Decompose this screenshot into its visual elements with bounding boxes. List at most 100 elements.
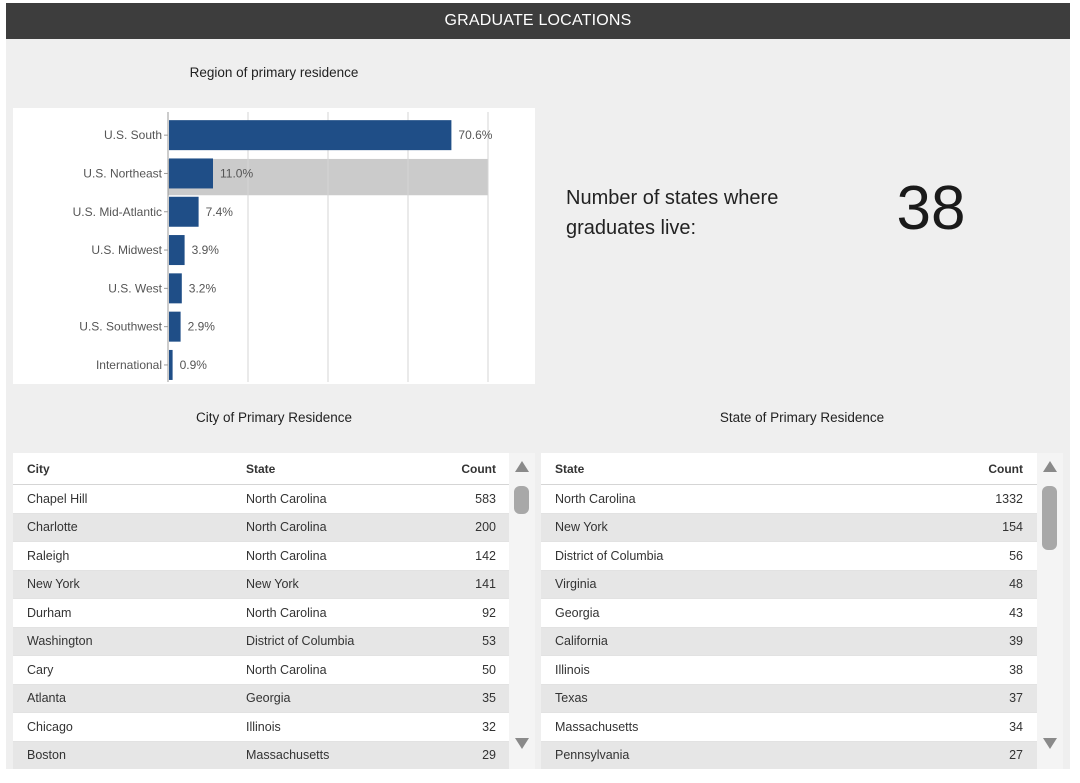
table-cell: 39 bbox=[1009, 634, 1023, 649]
table-cell: Texas bbox=[555, 691, 588, 706]
category-label: U.S. Mid-Atlantic bbox=[73, 205, 162, 219]
state-table-scrollbar[interactable] bbox=[1037, 453, 1063, 769]
table-cell: Virginia bbox=[555, 577, 597, 592]
table-cell: 38 bbox=[1009, 662, 1023, 677]
table-cell: North Carolina bbox=[246, 605, 327, 620]
category-label: U.S. Northeast bbox=[83, 166, 162, 180]
city-table-header: City State Count bbox=[13, 453, 509, 485]
column-header-count[interactable]: Count bbox=[461, 461, 496, 476]
table-cell: 141 bbox=[475, 577, 496, 592]
table-cell: Raleigh bbox=[27, 548, 70, 563]
table-cell: 27 bbox=[1009, 748, 1023, 763]
table-row[interactable]: California 39 bbox=[541, 627, 1037, 656]
state-table-body: North Carolina 1332 New York 154 District of… bbox=[541, 485, 1037, 769]
dashboard-title: GRADUATE LOCATIONS bbox=[444, 12, 632, 29]
state-table-title: State of Primary Residence bbox=[719, 410, 885, 425]
dashboard: GRADUATE LOCATIONS Region of primary res… bbox=[6, 3, 1070, 769]
table-cell: Massachusetts bbox=[246, 748, 330, 763]
table-row[interactable]: Virginia 48 bbox=[541, 570, 1037, 599]
table-cell: 142 bbox=[475, 548, 496, 563]
table-row[interactable]: New York New York 141 bbox=[13, 570, 509, 599]
bar bbox=[169, 273, 182, 304]
table-cell: California bbox=[555, 634, 608, 649]
bar bbox=[169, 311, 181, 342]
city-table-title: City of Primary Residence bbox=[195, 410, 353, 425]
table-row[interactable]: Boston Massachusetts 29 bbox=[13, 741, 509, 769]
scroll-down-icon[interactable] bbox=[1043, 738, 1057, 749]
table-cell: North Carolina bbox=[246, 491, 327, 506]
scroll-down-icon[interactable] bbox=[515, 738, 529, 749]
table-cell: New York bbox=[27, 577, 80, 592]
table-cell: 56 bbox=[1009, 548, 1023, 563]
table-cell: 583 bbox=[475, 491, 496, 506]
bar bbox=[169, 120, 452, 151]
table-cell: District of Columbia bbox=[555, 548, 664, 563]
table-row[interactable]: Pennsylvania 27 bbox=[541, 741, 1037, 769]
state-table-header: State Count bbox=[541, 453, 1037, 485]
column-header-count[interactable]: Count bbox=[988, 461, 1023, 476]
table-row[interactable]: Washington District of Columbia 53 bbox=[13, 627, 509, 656]
column-header-state[interactable]: State bbox=[246, 461, 276, 476]
region-chart-title: Region of primary residence bbox=[189, 65, 359, 80]
table-row[interactable]: Illinois 38 bbox=[541, 656, 1037, 685]
table-cell: North Carolina bbox=[246, 520, 327, 535]
table-cell: Charlotte bbox=[27, 520, 78, 535]
data-label: 11.0% bbox=[220, 166, 253, 180]
table-cell: 1332 bbox=[995, 491, 1023, 506]
bar bbox=[169, 235, 185, 266]
table-row[interactable]: Durham North Carolina 92 bbox=[13, 599, 509, 628]
category-label: U.S. Southwest bbox=[79, 320, 162, 334]
table-row[interactable]: Chicago Illinois 32 bbox=[13, 713, 509, 742]
city-scroll-thumb[interactable] bbox=[514, 486, 529, 514]
table-cell: Illinois bbox=[555, 662, 590, 677]
category-label: U.S. Midwest bbox=[91, 243, 162, 257]
region-chart-svg: U.S. South 70.6% U.S. Northeast 11.0% U.S. M… bbox=[73, 112, 493, 382]
table-cell: Illinois bbox=[246, 719, 281, 734]
column-header-city[interactable]: City bbox=[27, 461, 50, 476]
table-row[interactable]: Georgia 43 bbox=[541, 599, 1037, 628]
table-row[interactable]: Charlotte North Carolina 200 bbox=[13, 513, 509, 542]
category-label: U.S. West bbox=[108, 281, 162, 295]
table-cell: North Carolina bbox=[555, 491, 636, 506]
table-cell: New York bbox=[246, 577, 299, 592]
region-bar-chart[interactable]: U.S. South 70.6% U.S. Northeast 11.0% U.S. M… bbox=[13, 108, 535, 384]
table-cell: 34 bbox=[1009, 719, 1023, 734]
state-scroll-thumb[interactable] bbox=[1042, 486, 1057, 550]
table-row[interactable]: Chapel Hill North Carolina 583 bbox=[13, 485, 509, 514]
dashboard-header: GRADUATE LOCATIONS bbox=[6, 3, 1070, 39]
bar bbox=[169, 158, 213, 189]
table-cell: Chapel Hill bbox=[27, 491, 88, 506]
data-label: 0.9% bbox=[180, 358, 208, 372]
column-header-state[interactable]: State bbox=[555, 461, 585, 476]
category-label: International bbox=[96, 358, 162, 372]
scroll-up-icon[interactable] bbox=[515, 461, 529, 472]
table-cell: Washington bbox=[27, 634, 93, 649]
bar bbox=[169, 349, 173, 380]
table-row[interactable]: Cary North Carolina 50 bbox=[13, 656, 509, 685]
states-count-value: 38 bbox=[896, 174, 966, 243]
table-row[interactable]: Atlanta Georgia 35 bbox=[13, 684, 509, 713]
table-row[interactable]: Raleigh North Carolina 142 bbox=[13, 542, 509, 571]
table-row[interactable]: New York 154 bbox=[541, 513, 1037, 542]
city-table-body: Chapel Hill North Carolina 583 Charlotte Nor… bbox=[13, 485, 509, 769]
table-cell: Atlanta bbox=[27, 691, 66, 706]
data-label: 70.6% bbox=[458, 128, 492, 142]
table-cell: Boston bbox=[27, 748, 66, 763]
table-cell: New York bbox=[555, 520, 608, 535]
table-cell: Cary bbox=[27, 662, 54, 677]
table-cell: District of Columbia bbox=[246, 634, 355, 649]
table-row[interactable]: District of Columbia 56 bbox=[541, 542, 1037, 571]
bar bbox=[169, 196, 199, 227]
scroll-up-icon[interactable] bbox=[1043, 461, 1057, 472]
table-row[interactable]: Texas 37 bbox=[541, 684, 1037, 713]
city-table: City State Count Chapel Hill North Caroli… bbox=[13, 453, 535, 769]
table-row[interactable]: Massachusetts 34 bbox=[541, 713, 1037, 742]
table-cell: Pennsylvania bbox=[555, 748, 630, 763]
city-table-scrollbar[interactable] bbox=[509, 453, 535, 769]
table-cell: Chicago bbox=[27, 719, 73, 734]
table-cell: Georgia bbox=[246, 691, 291, 706]
table-cell: 29 bbox=[482, 748, 496, 763]
table-row[interactable]: North Carolina 1332 bbox=[541, 485, 1037, 514]
table-cell: 37 bbox=[1009, 691, 1023, 706]
table-cell: Durham bbox=[27, 605, 72, 620]
